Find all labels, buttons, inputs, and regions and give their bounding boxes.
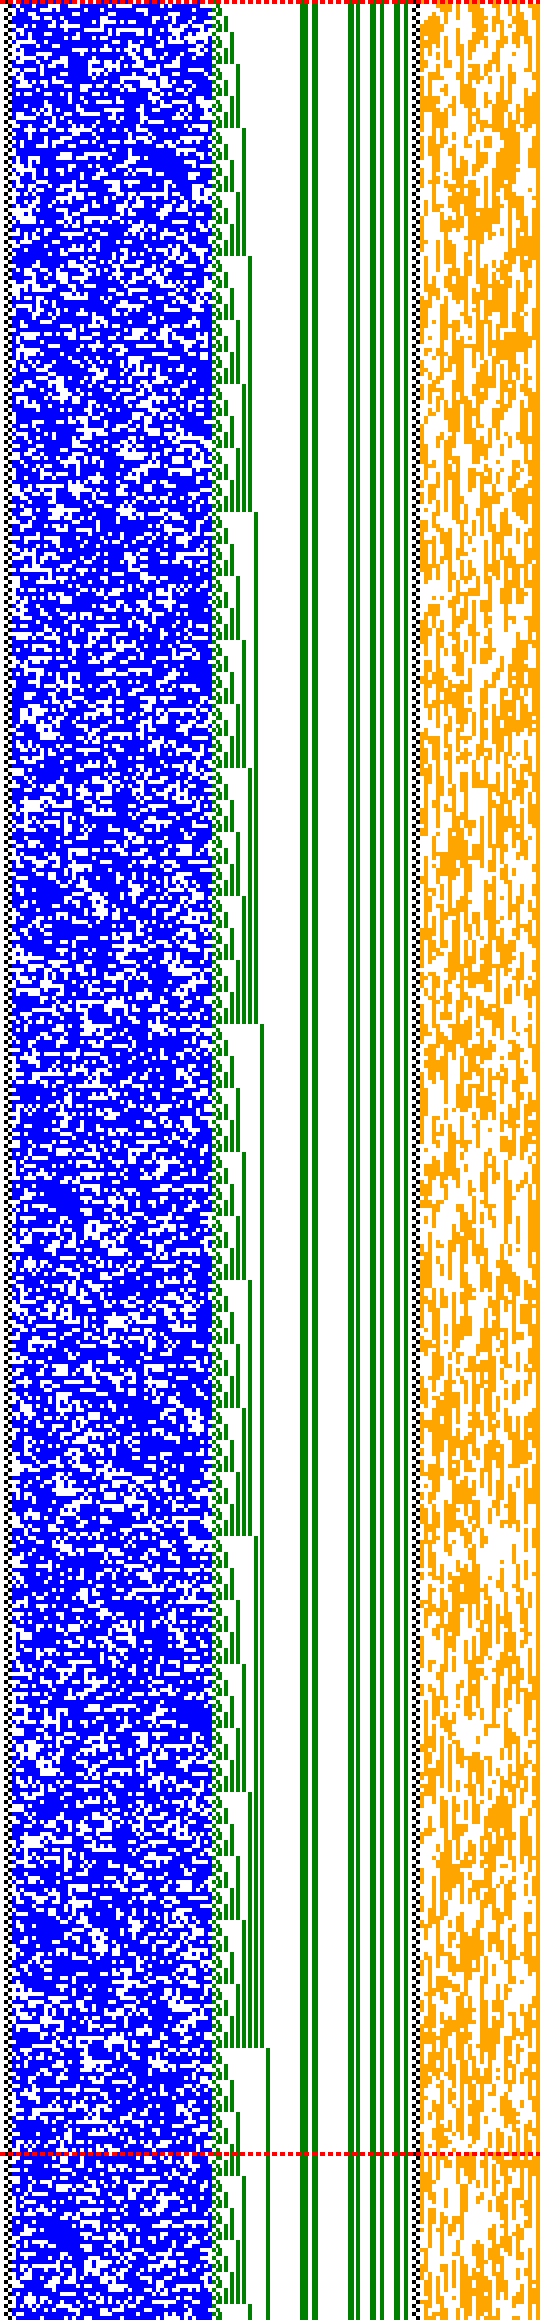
- blue-random-band: [12, 0, 212, 2320]
- green-vertical-stripes: [300, 0, 408, 2320]
- orange-band: [420, 0, 540, 2320]
- boundary-lines: [0, 0, 540, 2156]
- marker-column: [4, 0, 12, 2320]
- marker-column-right: [412, 0, 420, 2320]
- green-binary-counter-band: [212, 0, 270, 2320]
